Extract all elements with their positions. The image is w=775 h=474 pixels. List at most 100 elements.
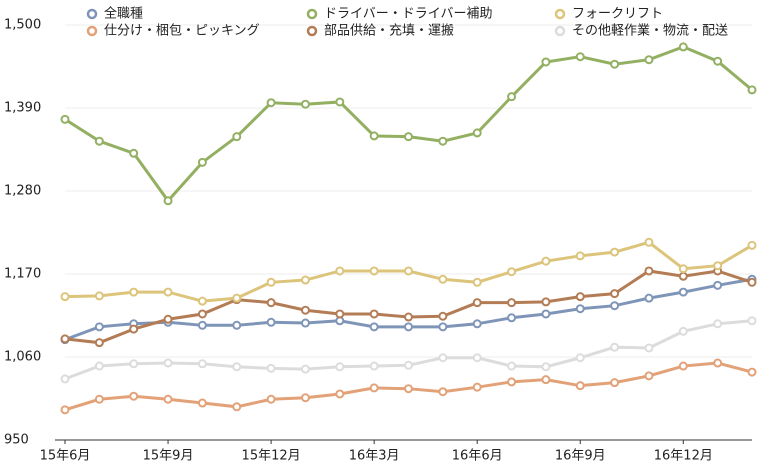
point bbox=[713, 56, 723, 66]
point bbox=[369, 266, 379, 276]
point bbox=[507, 92, 517, 102]
point bbox=[678, 271, 688, 281]
point bbox=[644, 371, 654, 381]
point bbox=[94, 322, 104, 332]
point bbox=[472, 353, 482, 363]
point bbox=[266, 394, 276, 404]
point bbox=[60, 114, 70, 124]
point bbox=[507, 377, 517, 387]
point bbox=[232, 320, 242, 330]
point bbox=[335, 97, 345, 107]
x-tick-label: 16年3月 bbox=[349, 449, 400, 464]
point bbox=[300, 99, 310, 109]
point bbox=[747, 367, 757, 377]
point bbox=[610, 289, 620, 299]
point bbox=[335, 389, 345, 399]
point bbox=[747, 240, 757, 250]
point bbox=[678, 287, 688, 297]
legend-label: 仕分け・梱包・ピッキング bbox=[104, 24, 260, 39]
legend-marker bbox=[86, 25, 98, 37]
point bbox=[678, 361, 688, 371]
point bbox=[300, 275, 310, 285]
point bbox=[472, 319, 482, 329]
point bbox=[644, 237, 654, 247]
point bbox=[610, 301, 620, 311]
point bbox=[541, 297, 551, 307]
point bbox=[644, 343, 654, 353]
series-line bbox=[64, 45, 753, 204]
point bbox=[60, 405, 70, 415]
point bbox=[507, 267, 517, 277]
point bbox=[678, 264, 688, 274]
point bbox=[575, 251, 585, 261]
point bbox=[94, 394, 104, 404]
legend-marker bbox=[86, 8, 98, 20]
point bbox=[438, 274, 448, 284]
legend-label: その他軽作業・物流・配送 bbox=[572, 23, 728, 39]
point bbox=[94, 291, 104, 301]
point bbox=[507, 361, 517, 371]
point bbox=[575, 381, 585, 391]
point bbox=[404, 384, 413, 394]
point bbox=[404, 360, 413, 370]
point bbox=[472, 298, 482, 308]
point bbox=[266, 363, 276, 373]
point bbox=[472, 277, 482, 287]
x-tick-label: 16年6月 bbox=[452, 449, 503, 464]
point bbox=[232, 362, 242, 372]
x-tick-label: 16年12月 bbox=[654, 449, 713, 464]
point bbox=[369, 309, 379, 319]
series-line bbox=[64, 269, 753, 345]
point bbox=[60, 292, 70, 302]
point bbox=[610, 59, 620, 69]
point bbox=[369, 322, 379, 332]
point bbox=[610, 342, 620, 352]
point bbox=[541, 256, 551, 266]
point bbox=[197, 398, 207, 408]
point bbox=[541, 362, 551, 372]
point bbox=[713, 280, 723, 290]
legend-marker bbox=[554, 25, 566, 37]
point bbox=[232, 402, 242, 412]
point bbox=[163, 287, 173, 297]
point bbox=[197, 320, 207, 330]
point bbox=[472, 128, 482, 138]
point bbox=[300, 318, 310, 328]
point bbox=[129, 287, 139, 297]
point bbox=[60, 334, 70, 344]
point bbox=[163, 196, 173, 206]
point bbox=[575, 353, 585, 363]
point bbox=[575, 292, 585, 302]
legend-marker bbox=[554, 8, 566, 20]
point bbox=[678, 326, 688, 336]
legend-label: ドライバー・ドライバー補助 bbox=[324, 7, 492, 22]
point bbox=[610, 247, 620, 257]
point bbox=[369, 361, 379, 371]
point bbox=[438, 353, 448, 363]
point bbox=[300, 393, 310, 403]
point bbox=[404, 132, 413, 142]
point bbox=[713, 261, 723, 271]
point bbox=[747, 316, 757, 326]
point bbox=[232, 132, 242, 142]
point bbox=[94, 338, 104, 348]
point bbox=[678, 42, 688, 52]
point bbox=[541, 309, 551, 319]
point bbox=[404, 312, 413, 322]
x-tick-label: 15年6月 bbox=[40, 449, 91, 464]
point bbox=[507, 313, 517, 323]
point bbox=[369, 131, 379, 141]
point bbox=[94, 361, 104, 371]
legend-marker bbox=[306, 25, 318, 37]
point bbox=[266, 298, 276, 308]
x-tick-label: 15年9月 bbox=[143, 449, 194, 464]
point bbox=[747, 277, 757, 287]
point bbox=[644, 55, 654, 65]
y-tick-label: 1,170 bbox=[4, 267, 41, 282]
point bbox=[713, 358, 723, 368]
point bbox=[335, 266, 345, 276]
point bbox=[300, 364, 310, 374]
point bbox=[60, 374, 70, 384]
point bbox=[335, 362, 345, 372]
